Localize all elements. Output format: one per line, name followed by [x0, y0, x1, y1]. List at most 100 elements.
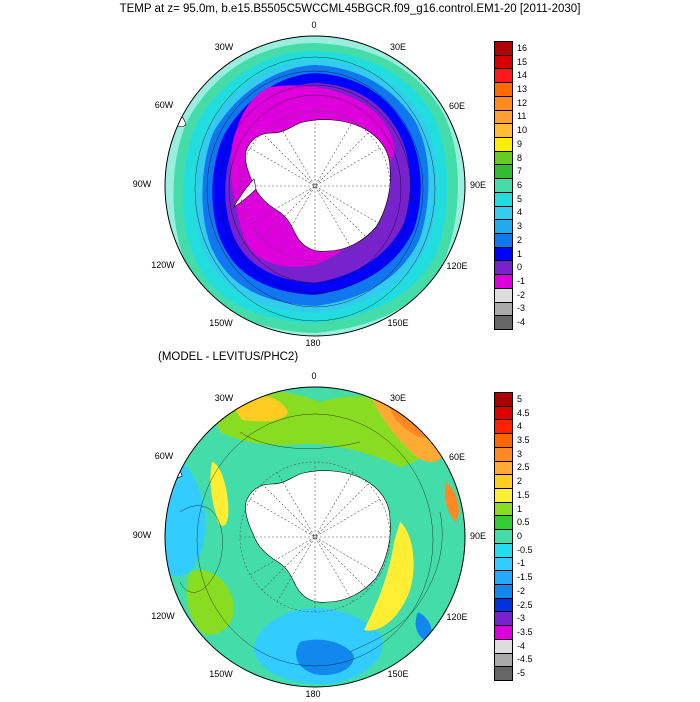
colorbar-label: 0: [517, 531, 523, 541]
colorbar-swatch: [494, 95, 513, 111]
map-border: [164, 386, 466, 688]
colorbar-swatch: [494, 446, 513, 462]
colorbar-label: 11: [517, 111, 527, 122]
lon-label-90w: 90W: [132, 530, 152, 540]
difference-map: [164, 386, 466, 688]
colorbar-label: -3.5: [517, 627, 533, 637]
lon-label-90e: 90E: [469, 531, 487, 541]
colorbar-label: 3: [517, 221, 523, 232]
colorbar-label: 3.5: [517, 435, 530, 445]
lon-label-0: 0: [311, 371, 317, 381]
colorbar-label: 7: [517, 166, 523, 177]
lon-label-120e: 120E: [446, 261, 468, 271]
map-border: [164, 35, 466, 337]
warm-streak-west: [210, 462, 229, 526]
cold-spot-se: [415, 612, 432, 642]
colorbar-swatch: [494, 625, 513, 640]
lon-label-150e: 150E: [387, 669, 409, 679]
colorbar-label: -0.5: [517, 544, 533, 555]
warm-patch-sw: [186, 570, 235, 635]
lon-label-0: 0: [311, 20, 317, 30]
colorbar-swatch: [494, 405, 513, 421]
colorbar-label: -2: [517, 585, 526, 596]
colorbar-swatch: [494, 109, 513, 125]
lon-label-30w: 30W: [214, 42, 234, 52]
lon-label-120w: 120W: [151, 260, 175, 270]
colorbar-label: 15: [517, 56, 528, 67]
colorbar-swatch: [494, 501, 513, 517]
colorbar-label: 16: [517, 42, 528, 53]
lon-label-180: 180: [305, 338, 321, 348]
colorbar-swatch: [494, 515, 513, 531]
antarctica-land: [245, 470, 391, 603]
lon-label-60w: 60W: [154, 451, 174, 461]
hot-patch-east: [444, 482, 459, 522]
colorbar-swatch: [494, 219, 513, 234]
colorbar-label: 2: [517, 476, 523, 487]
colorbar-label: 5: [517, 393, 523, 404]
lon-label-90e: 90E: [469, 180, 487, 190]
antarctic-peninsula: [233, 178, 257, 208]
colorbar-label: -3: [517, 613, 526, 624]
colorbar-label: 8: [517, 152, 523, 163]
colorbar-label: 5: [517, 193, 523, 204]
colorbar-swatch: [494, 638, 513, 654]
lon-label-90w: 90W: [132, 179, 152, 189]
colorbar-label: 14: [517, 70, 528, 81]
colorbar-label: 1.5: [517, 489, 530, 500]
lon-label-150w: 150W: [209, 318, 233, 328]
south-america-tip: [165, 459, 183, 478]
colorbar-swatch: [494, 433, 513, 448]
colorbar-swatch: [494, 542, 513, 558]
lon-label-180: 180: [305, 689, 321, 699]
colorbar-swatch: [494, 597, 513, 613]
colorbar-swatch: [494, 474, 513, 489]
contour-lines: [179, 413, 443, 667]
colorbar-swatch: [494, 178, 513, 193]
lon-label-120e: 120E: [446, 612, 468, 622]
colorbar-label: 12: [517, 97, 528, 108]
colorbar-swatch: [494, 54, 513, 70]
difference-map-panel: 0 30E 60E 90E 120E 150E 180 150W 120W 90…: [133, 371, 486, 702]
colorbar-swatch: [494, 287, 513, 303]
colorbar-swatch: [494, 274, 513, 289]
lon-label-120w: 120W: [151, 611, 175, 621]
lon-label-30e: 30E: [389, 42, 407, 52]
antarctica-land: [245, 119, 391, 252]
colorbar-swatch: [494, 123, 513, 138]
warm-patch-se: [364, 522, 414, 631]
figure-subtitle: (MODEL - LEVITUS/PHC2): [158, 351, 299, 363]
colorbar-swatch: [494, 584, 513, 599]
colorbar-swatch: [494, 68, 513, 84]
cold-patch-south: [296, 639, 354, 676]
colorbar-swatch: [494, 529, 513, 544]
colorbar-swatch: [494, 246, 513, 262]
temperature-map-panel: 0 30E 60E 90E 120E 150E 180 150W 120W 90…: [133, 20, 486, 351]
colorbar-label: 4: [517, 207, 523, 218]
colorbar-swatch: [494, 41, 513, 56]
contour-lines: [194, 56, 436, 322]
lon-label-60e: 60E: [448, 101, 466, 111]
colorbar-label: -5: [517, 668, 526, 679]
temperature-colorbar: 16 15 14 13 12 11 10 9 8 7 6 5 4 3 2 1 0 -1 -2 -3 -4: [494, 41, 527, 330]
colorbar-label: -1.5: [517, 572, 533, 583]
colorbar-label: -4: [517, 317, 526, 328]
colorbar-swatch: [494, 205, 513, 221]
graticule: [239, 461, 391, 613]
colorbar-swatch: [494, 315, 513, 330]
colorbar-swatch: [494, 611, 513, 627]
colorbar-swatch: [494, 556, 513, 572]
lon-label-30e: 30E: [389, 393, 407, 403]
colorbar-label: -1: [517, 558, 526, 569]
colorbar-swatch: [494, 652, 513, 668]
lon-label-60e: 60E: [448, 452, 466, 462]
difference-colorbar: 5 4.5 4 3.5 3 2.5 2 1.5 1 0.5 0 -0.5 -1 -1.5 -2 -2.5 -3 -…: [494, 392, 533, 681]
colorbar-label: 4.5: [517, 407, 530, 418]
colorbar-label: 1: [517, 248, 523, 259]
graticule: [239, 110, 391, 262]
colorbar-label: -2.5: [517, 599, 533, 610]
colorbar-swatch: [494, 82, 513, 97]
colorbar-label: 1: [517, 503, 523, 514]
colorbar-label: 0: [517, 262, 523, 273]
lon-label-30w: 30W: [214, 393, 234, 403]
